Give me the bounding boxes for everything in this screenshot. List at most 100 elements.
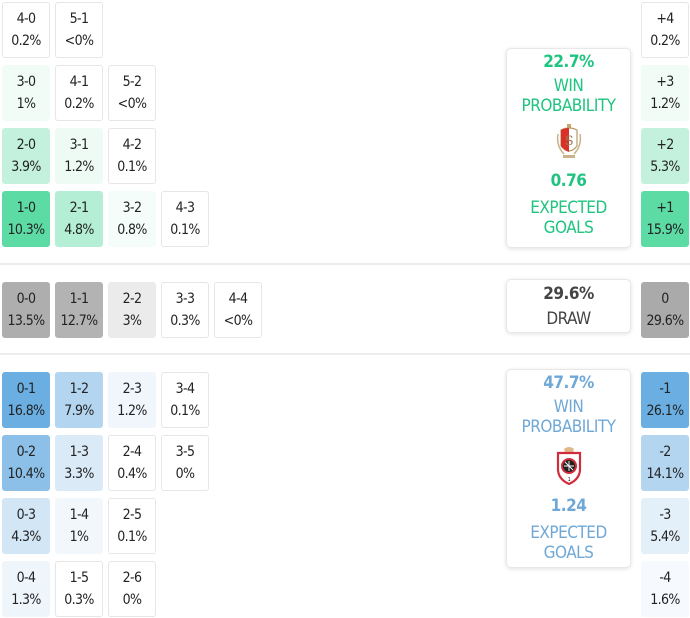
score-cell[interactable]: 0-1 16.8% xyxy=(2,372,50,428)
score-cell[interactable]: 2-1 4.8% xyxy=(55,191,103,247)
away-win-label-2: PROBABILITY xyxy=(521,417,616,437)
score-label: 3-5 xyxy=(175,444,195,460)
score-cell[interactable]: 0-3 4.3% xyxy=(2,498,50,554)
score-label: 4-4 xyxy=(228,291,248,307)
score-cell[interactable]: 2-0 3.9% xyxy=(2,128,50,184)
score-cell[interactable]: 2-5 0.1% xyxy=(108,498,156,554)
probability-value: 0.1% xyxy=(170,403,200,419)
probability-value: 7.9% xyxy=(64,403,94,419)
score-label: 3-4 xyxy=(175,381,195,397)
score-label: 3-1 xyxy=(69,137,89,153)
score-label: 2-1 xyxy=(69,200,89,216)
score-label: 2-2 xyxy=(122,291,142,307)
probability-value: 3.3% xyxy=(64,466,94,482)
score-cell[interactable]: 2-2 3% xyxy=(108,282,156,338)
score-label: +1 xyxy=(656,200,674,216)
score-cell[interactable]: 4-1 0.2% xyxy=(55,65,103,121)
away-xg-label: EXPECTED xyxy=(530,523,607,543)
score-cell[interactable]: 1-1 12.7% xyxy=(55,282,103,338)
score-cell[interactable]: 1-3 3.3% xyxy=(55,435,103,491)
probability-value: 5.4% xyxy=(650,529,680,545)
probability-value: 0.3% xyxy=(64,592,94,608)
away-xg-label-2: GOALS xyxy=(543,543,594,563)
score-label: -1 xyxy=(659,381,671,397)
probability-value: 0.1% xyxy=(117,529,147,545)
probability-value: 16.8% xyxy=(7,403,45,419)
score-cell[interactable]: 5-1 <0% xyxy=(55,2,103,58)
goal-margin-cell[interactable]: -4 1.6% xyxy=(641,561,689,617)
score-label: 1-5 xyxy=(69,570,89,586)
home-win-percentage: 22.7% xyxy=(543,52,594,72)
probability-value: 1.2% xyxy=(64,159,94,175)
probability-value: 1.2% xyxy=(650,96,680,112)
score-label: -4 xyxy=(659,570,671,586)
probability-value: 15.9% xyxy=(646,222,684,238)
probability-value: <0% xyxy=(64,33,94,49)
score-cell[interactable]: 4-3 0.1% xyxy=(161,191,209,247)
draw-percentage: 29.6% xyxy=(543,284,594,304)
goal-margin-cell[interactable]: +4 0.2% xyxy=(641,2,689,58)
probability-value: 1.6% xyxy=(650,592,680,608)
score-label: 4-2 xyxy=(122,137,142,153)
score-label: -3 xyxy=(659,507,671,523)
draw-card: 29.6% DRAW xyxy=(506,279,631,333)
away-win-label: WIN xyxy=(553,397,584,417)
score-label: 1-0 xyxy=(16,200,36,216)
probability-value: 29.6% xyxy=(646,313,684,329)
score-cell[interactable]: 4-2 0.1% xyxy=(108,128,156,184)
score-cell[interactable]: 3-2 0.8% xyxy=(108,191,156,247)
score-cell[interactable]: 3-3 0.3% xyxy=(161,282,209,338)
probability-value: 1.3% xyxy=(11,592,41,608)
score-cell[interactable]: 2-4 0.4% xyxy=(108,435,156,491)
section-divider xyxy=(0,263,690,265)
goal-margin-cell[interactable]: 0 29.6% xyxy=(641,282,689,338)
score-label: 3-3 xyxy=(175,291,195,307)
probability-value: 3.9% xyxy=(11,159,41,175)
probability-value: 4.8% xyxy=(64,222,94,238)
probability-value: 0.1% xyxy=(170,222,200,238)
standard-liege-crest-icon: S xyxy=(556,124,582,164)
score-label: 4-1 xyxy=(69,74,89,90)
score-cell[interactable]: 1-2 7.9% xyxy=(55,372,103,428)
probability-value: 10.4% xyxy=(7,466,45,482)
score-cell[interactable]: 5-2 <0% xyxy=(108,65,156,121)
score-cell[interactable]: 1-4 1% xyxy=(55,498,103,554)
score-cell[interactable]: 3-4 0.1% xyxy=(161,372,209,428)
svg-text:1: 1 xyxy=(567,477,570,483)
goal-margin-cell[interactable]: +2 5.3% xyxy=(641,128,689,184)
goal-margin-cell[interactable]: +1 15.9% xyxy=(641,191,689,247)
probability-value: 13.5% xyxy=(7,313,45,329)
score-label: 2-3 xyxy=(122,381,142,397)
score-label: 0-1 xyxy=(16,381,36,397)
goal-margin-cell[interactable]: -1 26.1% xyxy=(641,372,689,428)
score-label: 4-0 xyxy=(16,11,36,27)
score-cell[interactable]: 3-0 1% xyxy=(2,65,50,121)
goal-margin-cell[interactable]: -3 5.4% xyxy=(641,498,689,554)
score-cell[interactable]: 1-5 0.3% xyxy=(55,561,103,617)
probability-value: <0% xyxy=(223,313,253,329)
score-cell[interactable]: 4-4 <0% xyxy=(214,282,262,338)
probability-value: 14.1% xyxy=(646,466,684,482)
score-cell[interactable]: 0-4 1.3% xyxy=(2,561,50,617)
score-cell[interactable]: 4-0 0.2% xyxy=(2,2,50,58)
score-cell[interactable]: 0-0 13.5% xyxy=(2,282,50,338)
score-cell[interactable]: 2-3 1.2% xyxy=(108,372,156,428)
probability-value: 1% xyxy=(69,529,89,545)
goal-margin-cell[interactable]: +3 1.2% xyxy=(641,65,689,121)
score-cell[interactable]: 3-1 1.2% xyxy=(55,128,103,184)
probability-value: 0.3% xyxy=(170,313,200,329)
probability-value: 10.3% xyxy=(7,222,45,238)
score-cell[interactable]: 0-2 10.4% xyxy=(2,435,50,491)
probability-value: 0.8% xyxy=(117,222,147,238)
home-team-card: 22.7% WIN PROBABILITY S 0.76 EXPECTED GO… xyxy=(506,48,631,248)
score-label: 2-0 xyxy=(16,137,36,153)
royal-antwerp-crest-icon: 1 xyxy=(555,445,583,489)
score-cell[interactable]: 1-0 10.3% xyxy=(2,191,50,247)
probability-value: 3% xyxy=(122,313,142,329)
draw-label: DRAW xyxy=(546,309,591,329)
score-cell[interactable]: 2-6 0% xyxy=(108,561,156,617)
home-win-label: WIN xyxy=(553,76,584,96)
score-label: 0 xyxy=(661,291,669,307)
score-cell[interactable]: 3-5 0% xyxy=(161,435,209,491)
goal-margin-cell[interactable]: -2 14.1% xyxy=(641,435,689,491)
